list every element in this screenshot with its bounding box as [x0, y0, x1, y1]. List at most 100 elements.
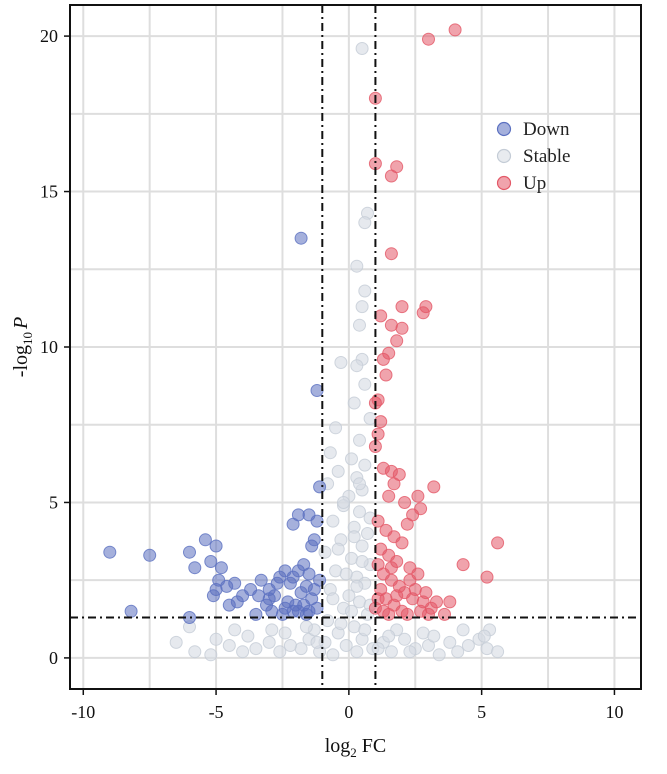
point-up [374, 309, 388, 323]
legend-label-stable: Stable [523, 146, 571, 167]
point-stable [169, 635, 183, 649]
point-stable [318, 545, 332, 559]
point-stable [188, 645, 202, 659]
point-down [214, 561, 228, 575]
point-down [254, 573, 268, 587]
point-stable [278, 626, 292, 640]
point-stable [236, 645, 250, 659]
point-stable [345, 604, 358, 618]
point-stable [337, 496, 350, 509]
point-stable [228, 623, 242, 637]
x-axis-title-subscript: 2 [350, 745, 357, 760]
point-down [291, 564, 305, 578]
point-stable [384, 645, 398, 659]
point-stable [353, 505, 366, 519]
point-stable [273, 645, 287, 659]
point-up [387, 477, 401, 491]
point-down [313, 480, 327, 494]
point-down [143, 548, 157, 562]
y-axis-title-variable: P [10, 317, 32, 330]
point-up [371, 514, 385, 528]
point-down [206, 589, 220, 603]
point-down [244, 583, 258, 596]
point-stable [209, 632, 223, 646]
point-stable [427, 629, 441, 643]
point-up [395, 536, 409, 550]
point-up [376, 352, 390, 366]
point-stable [353, 433, 366, 447]
point-down [294, 231, 308, 245]
point-up [456, 558, 470, 572]
point-stable [350, 645, 364, 659]
point-stable [294, 642, 308, 656]
point-stable [345, 452, 358, 466]
y-axis-title-prefix: -log [10, 345, 32, 377]
point-down [299, 579, 313, 593]
point-stable [432, 648, 446, 662]
point-stable [355, 300, 369, 314]
point-down [222, 598, 236, 612]
point-down [305, 539, 319, 553]
point-down [310, 514, 324, 528]
point-stable [347, 396, 361, 410]
point-stable [350, 579, 364, 593]
point-up [427, 480, 441, 494]
point-stable [358, 623, 372, 637]
point-down [198, 533, 212, 547]
point-stable [329, 421, 343, 435]
x-axis-title-base: log [325, 735, 351, 757]
point-up [390, 334, 404, 348]
point-stable [339, 639, 353, 652]
grid-lines [70, 5, 641, 689]
point-up [400, 517, 414, 531]
point-stable [326, 592, 340, 606]
point-stable [358, 377, 372, 391]
point-stable [331, 542, 345, 556]
x-tick-label: 0 [344, 702, 353, 722]
point-stable [249, 642, 263, 656]
point-up [430, 595, 443, 609]
point-stable [456, 623, 470, 637]
point-stable [355, 539, 369, 553]
point-stable [204, 648, 218, 662]
point-stable [451, 645, 465, 659]
point-up [371, 427, 385, 441]
legend-label-down: Down [523, 119, 570, 140]
point-stable [326, 514, 340, 528]
legend: Down Stable Up [496, 119, 571, 194]
point-up [374, 415, 388, 429]
point-up [400, 607, 414, 621]
point-down [212, 573, 226, 587]
point-down [204, 555, 218, 568]
axis-ticks: -10 -5 0 5 10 0 5 10 15 20 [40, 26, 623, 722]
point-stable [477, 629, 491, 643]
x-tick-label: -10 [71, 702, 95, 722]
point-down [188, 561, 202, 575]
point-down [273, 570, 287, 584]
point-stable [361, 527, 374, 540]
y-axis-title: -log10 P [10, 317, 35, 377]
point-up [371, 592, 385, 606]
point-stable [241, 629, 255, 643]
point-up [480, 570, 494, 584]
point-stable [339, 567, 353, 581]
y-tick-label: 0 [49, 648, 58, 668]
legend-swatch-stable [496, 148, 512, 164]
point-stable [331, 464, 345, 478]
point-stable [310, 635, 324, 649]
point-stable [283, 639, 297, 652]
point-down [286, 517, 300, 531]
y-tick-label: 10 [40, 337, 58, 357]
point-up [398, 496, 412, 509]
point-stable [398, 632, 412, 646]
legend-swatch-down [496, 121, 512, 137]
point-stable [358, 458, 372, 472]
point-up [379, 368, 393, 382]
point-stable [326, 648, 340, 662]
point-stable [355, 42, 369, 55]
point-stable [350, 359, 364, 373]
point-up [419, 300, 433, 314]
point-stable [358, 216, 372, 230]
point-stable [461, 639, 475, 652]
